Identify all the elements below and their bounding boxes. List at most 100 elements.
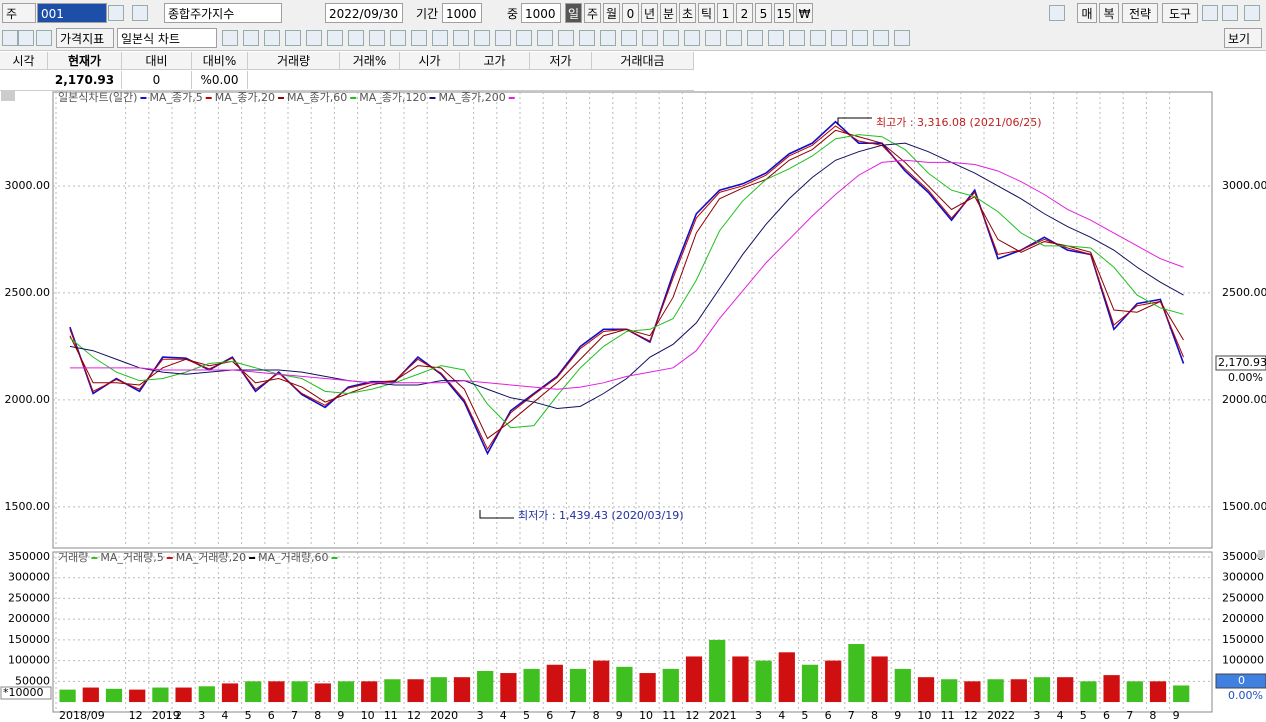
period-unit-button[interactable]: ₩ (796, 3, 813, 23)
toolbar-row-1: 주 001 종합주가지수 2022/09/30 기간 1000 중 1000 일… (0, 0, 1266, 27)
tool-icon[interactable] (390, 30, 406, 46)
tool-icon[interactable] (663, 30, 679, 46)
y-tick-label-right: 100000 (1222, 654, 1264, 667)
right-button[interactable]: 복 (1099, 3, 1119, 23)
tool-icon[interactable] (600, 30, 616, 46)
tool-icon[interactable] (558, 30, 574, 46)
code-input[interactable]: 001 (37, 3, 107, 23)
y-tick-label-right: 3000.00 (1222, 179, 1266, 192)
period-unit-button[interactable]: 1 (717, 3, 734, 23)
tool-icon[interactable] (537, 30, 553, 46)
volume-bar (245, 681, 262, 703)
date-input[interactable]: 2022/09/30 (325, 3, 403, 23)
tool-icon[interactable] (495, 30, 511, 46)
tool-icon[interactable] (516, 30, 532, 46)
tool-icon[interactable] (810, 30, 826, 46)
code-label[interactable]: 주 (2, 3, 36, 23)
x-tick-label: 8 (871, 709, 878, 722)
right-button[interactable]: 매 (1077, 3, 1097, 23)
tool-icon[interactable] (474, 30, 490, 46)
volume-bar (523, 668, 540, 703)
volume-bar (941, 679, 958, 703)
x-tick-label: 12 (964, 709, 978, 722)
x-tick-label: 11 (662, 709, 676, 722)
period-unit-button[interactable]: 2 (736, 3, 753, 23)
volume-bar (129, 689, 146, 703)
period-unit-button[interactable]: 월 (603, 3, 620, 23)
tool-icon[interactable] (684, 30, 700, 46)
period-unit-button[interactable]: 틱 (698, 3, 715, 23)
icon-button[interactable] (132, 5, 148, 21)
icon-button[interactable] (1244, 5, 1260, 21)
period-unit-button[interactable]: 일 (565, 3, 582, 23)
tool-icon[interactable] (852, 30, 868, 46)
info-header: 거래대금 (592, 52, 694, 70)
icon-button[interactable] (108, 5, 124, 21)
tool-icon[interactable] (453, 30, 469, 46)
info-header: 저가 (530, 52, 592, 70)
tool-icon[interactable] (705, 30, 721, 46)
legend-label: MA_종가,20 (215, 91, 275, 104)
tool-icon[interactable] (768, 30, 784, 46)
period-unit-button[interactable]: 0 (622, 3, 639, 23)
tool-icon[interactable] (894, 30, 910, 46)
x-tick-label: 5 (245, 709, 252, 722)
unit-label: *10000 (3, 686, 44, 699)
tool-icon[interactable] (411, 30, 427, 46)
volume-bar (1173, 685, 1190, 703)
volume-bar (964, 681, 981, 703)
period-unit-button[interactable]: 분 (660, 3, 677, 23)
view-button[interactable]: 보기 (1224, 28, 1262, 48)
tool-icon[interactable] (369, 30, 385, 46)
y-tick-label-right: 150000 (1222, 633, 1264, 646)
x-tick-label: 8 (593, 709, 600, 722)
period-unit-button[interactable]: 초 (679, 3, 696, 23)
icon-button[interactable] (1202, 5, 1218, 21)
tool-icon[interactable] (327, 30, 343, 46)
tool-icon[interactable] (243, 30, 259, 46)
legend-label: 거래량 (58, 551, 88, 564)
indicator-button[interactable]: 가격지표 (56, 28, 114, 48)
volume-bar (801, 664, 819, 703)
tool-icon[interactable] (348, 30, 364, 46)
name-input[interactable]: 종합주가지수 (164, 3, 282, 23)
tool-icon[interactable] (621, 30, 637, 46)
tool-icon[interactable] (642, 30, 658, 46)
x-tick-label: 2022 (987, 709, 1015, 722)
period-unit-button[interactable]: 5 (755, 3, 772, 23)
tool-icon[interactable] (285, 30, 301, 46)
info-header: 대비 (122, 52, 192, 70)
volume-bar (1149, 681, 1167, 703)
period-input[interactable]: 1000 (442, 3, 482, 23)
x-tick-label: 6 (546, 709, 553, 722)
period-unit-button[interactable]: 주 (584, 3, 601, 23)
period-label: 기간 (416, 7, 439, 21)
right-button[interactable]: 도구 (1162, 3, 1198, 23)
tool-icon[interactable] (306, 30, 322, 46)
tool-icon[interactable] (2, 30, 18, 46)
tool-icon[interactable] (747, 30, 763, 46)
high-label: 최고가 : 3,316.08 (2021/06/25) (876, 116, 1042, 129)
tool-icon[interactable] (789, 30, 805, 46)
tool-icon[interactable] (18, 30, 34, 46)
volume-bar (662, 668, 679, 703)
tool-icon[interactable] (873, 30, 889, 46)
scroll-left (1, 91, 15, 101)
tool-icon[interactable] (222, 30, 238, 46)
right-button[interactable]: 전략 (1122, 3, 1158, 23)
chart-kind-select[interactable]: 일본식 차트 (117, 28, 217, 48)
tool-icon[interactable] (264, 30, 280, 46)
tool-icon[interactable] (432, 30, 448, 46)
volume-bar (755, 660, 772, 703)
period-unit-button[interactable]: 년 (641, 3, 658, 23)
mid-input[interactable]: 1000 (521, 3, 561, 23)
icon-button[interactable] (1049, 5, 1065, 21)
tool-icon[interactable] (831, 30, 847, 46)
period-unit-button[interactable]: 15 (774, 3, 794, 23)
icon-button[interactable] (1222, 5, 1238, 21)
tool-icon[interactable] (36, 30, 52, 46)
tool-icon[interactable] (579, 30, 595, 46)
y-tick-label-right: 200000 (1222, 612, 1264, 625)
tool-icon[interactable] (726, 30, 742, 46)
volume-bar (500, 673, 517, 703)
